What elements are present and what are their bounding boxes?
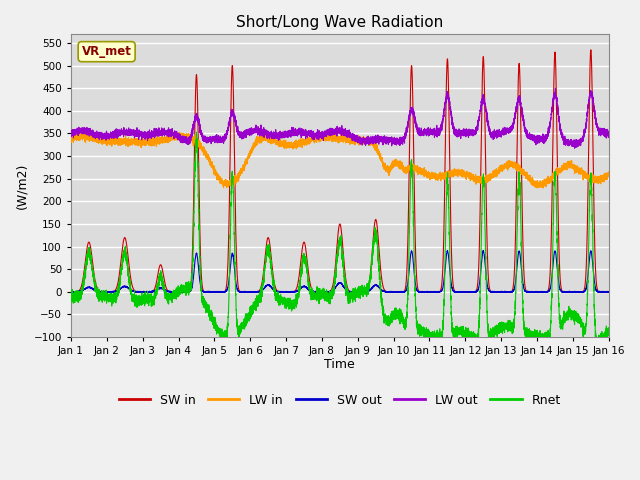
X-axis label: Time: Time (324, 358, 355, 371)
Y-axis label: (W/m2): (W/m2) (15, 162, 28, 209)
Title: Short/Long Wave Radiation: Short/Long Wave Radiation (236, 15, 444, 30)
Text: VR_met: VR_met (82, 45, 132, 58)
Legend: SW in, LW in, SW out, LW out, Rnet: SW in, LW in, SW out, LW out, Rnet (114, 389, 566, 412)
